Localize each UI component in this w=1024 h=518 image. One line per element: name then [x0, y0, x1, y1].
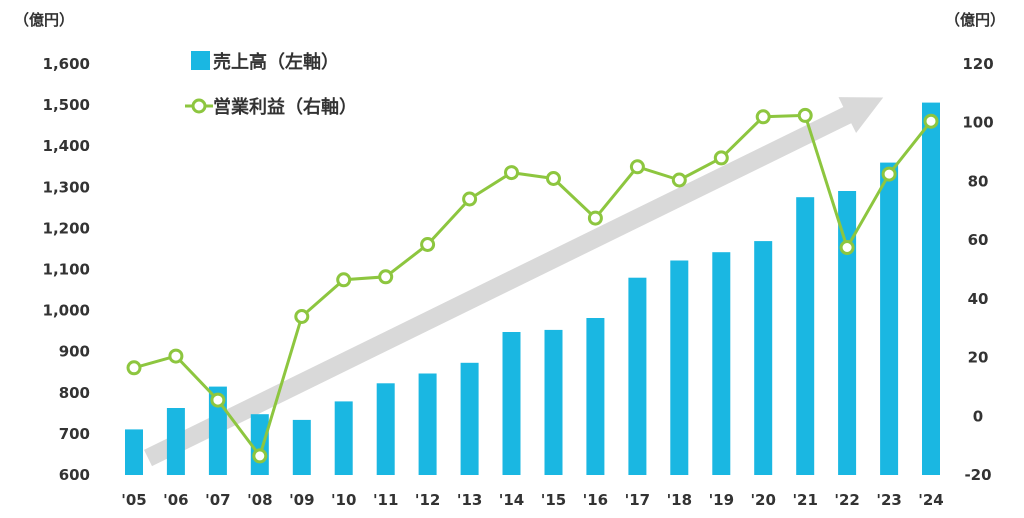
sales-bar — [292, 419, 311, 475]
sales-bar — [838, 191, 857, 475]
right-axis-tick-label: 120 — [962, 55, 993, 73]
operating-profit-point — [923, 113, 939, 129]
left-axis-tick-label: 900 — [59, 343, 90, 361]
operating-profit-point — [755, 109, 771, 125]
x-axis-tick-label: '11 — [373, 491, 398, 509]
x-axis-tick-label: '19 — [709, 491, 734, 509]
left-axis-tick-label: 1,000 — [43, 302, 90, 320]
operating-profit-point — [210, 392, 226, 408]
x-axis-tick-label: '14 — [499, 491, 524, 509]
sales-bar — [880, 162, 899, 475]
right-axis-tick-label: 60 — [968, 231, 989, 249]
legend-bar-swatch — [191, 51, 210, 70]
left-axis-tick-label: 700 — [59, 425, 90, 443]
operating-profit-point — [713, 150, 729, 166]
operating-profit-point — [839, 240, 855, 255]
operating-profit-point — [881, 166, 897, 182]
operating-profit-point — [294, 309, 310, 324]
operating-profit-point — [797, 107, 813, 123]
sales-bar — [376, 383, 395, 475]
sales-bar — [460, 362, 479, 475]
sales-bar — [754, 241, 773, 475]
operating-profit-point — [587, 210, 603, 226]
sales-bar — [544, 329, 563, 475]
x-axis-tick-label: '05 — [121, 491, 146, 509]
x-axis-tick-label: '09 — [289, 491, 314, 509]
x-axis-tick-label: '22 — [834, 491, 859, 509]
left-axis-tick-label: 1,500 — [43, 96, 90, 114]
right-axis-tick-label: 40 — [968, 290, 989, 308]
sales-bar — [502, 332, 521, 475]
operating-profit-point — [420, 237, 436, 252]
x-axis-tick-label: '10 — [331, 491, 356, 509]
left-axis-tick-label: 600 — [59, 466, 90, 484]
right-axis-tick-label: 0 — [973, 407, 983, 425]
left-axis-tick-label: 800 — [59, 384, 90, 402]
legend-sales-label: 売上高（左軸） — [213, 51, 339, 73]
operating-profit-point — [462, 191, 478, 207]
sales-bar — [586, 318, 605, 475]
operating-profit-point — [546, 171, 561, 186]
x-axis-tick-label: '16 — [583, 491, 608, 509]
legend-profit-label: 営業利益（右軸） — [213, 96, 357, 118]
right-axis-tick-label: 80 — [968, 172, 989, 190]
legend-line-marker — [191, 98, 207, 114]
operating-profit-point — [252, 448, 268, 464]
right-axis-tick-label: 20 — [968, 349, 989, 367]
left-axis-unit: （億円） — [14, 11, 74, 29]
left-axis-tick-label: 1,100 — [43, 261, 90, 279]
x-axis-tick-label: '18 — [667, 491, 692, 509]
x-axis-tick-label: '24 — [918, 491, 943, 509]
x-axis-tick-label: '17 — [625, 491, 650, 509]
sales-bar — [208, 386, 227, 475]
operating-profit-point — [378, 269, 394, 285]
left-axis-tick-label: 1,300 — [43, 178, 90, 196]
sales-bar — [166, 408, 185, 475]
sales-bar — [670, 260, 689, 475]
operating-profit-point — [504, 165, 519, 181]
operating-profit-point — [671, 172, 687, 188]
right-axis-tick-label: 100 — [962, 114, 993, 132]
operating-profit-point — [126, 360, 142, 376]
sales-bar — [250, 414, 269, 475]
left-axis-tick-label: 1,600 — [43, 55, 90, 73]
operating-profit-point — [168, 348, 184, 364]
sales-bar — [628, 277, 647, 475]
sales-bar — [922, 102, 940, 475]
right-axis-unit: （億円） — [945, 11, 1005, 29]
right-axis-tick-label: -20 — [964, 466, 991, 484]
left-axis-tick-label: 1,400 — [43, 137, 90, 155]
x-axis-tick-label: '20 — [750, 491, 775, 509]
sales-bar — [712, 252, 731, 475]
left-axis-tick-label: 1,200 — [43, 219, 90, 237]
x-axis-tick-label: '13 — [457, 491, 482, 509]
sales-bar — [334, 401, 353, 475]
x-axis-tick-label: '07 — [205, 491, 230, 509]
x-axis-tick-label: '15 — [541, 491, 566, 509]
x-axis-tick-label: '23 — [876, 491, 901, 509]
x-axis-tick-label: '08 — [247, 491, 272, 509]
x-axis-tick-label: '21 — [792, 491, 817, 509]
trend-arrow — [144, 97, 884, 467]
sales-bar — [418, 373, 437, 475]
operating-profit-point — [336, 272, 352, 288]
sales-bar — [125, 429, 143, 475]
sales-bar — [796, 197, 815, 475]
x-axis-tick-label: '12 — [415, 491, 440, 509]
x-axis-tick-label: '06 — [163, 491, 188, 509]
operating-profit-point — [629, 159, 645, 175]
